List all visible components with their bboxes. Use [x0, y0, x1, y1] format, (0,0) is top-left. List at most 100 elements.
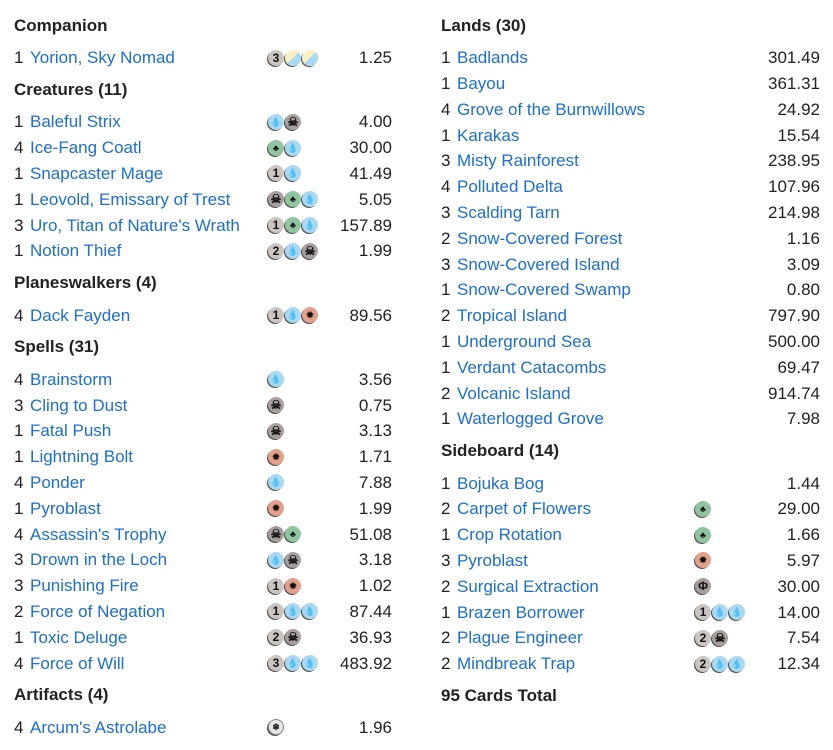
section-heading: Sideboard (14) [441, 441, 560, 461]
blue-mana-icon: 💧 [712, 604, 728, 621]
card-quantity: 2 [441, 306, 451, 326]
card-name-link[interactable]: Leovold, Emissary of Trest [30, 189, 231, 209]
card-price: 41.49 [349, 163, 392, 183]
card-name-link[interactable]: Pyroblast [30, 498, 101, 518]
green-mana-icon: ♣ [695, 500, 711, 517]
card-row: 3 Punishing Fire 1 ✹ 1.02 [14, 573, 392, 599]
mana-cost: 💧 [268, 371, 284, 388]
card-row: 1 Yorion, Sky Nomad 3 1.25 [14, 45, 392, 71]
card-name-link[interactable]: Misty Rainforest [457, 151, 579, 171]
card-quantity: 1 [441, 48, 451, 68]
card-quantity: 4 [14, 369, 24, 389]
mana-cost: 2 💧 💧 [695, 655, 745, 672]
card-price: 30.00 [349, 138, 392, 158]
card-row: 2 Snow-Covered Forest 1.16 [441, 226, 820, 252]
card-name-link[interactable]: Fatal Push [30, 421, 112, 441]
card-quantity: 2 [441, 628, 451, 648]
mana-cost: 3 💧 💧 [268, 655, 318, 671]
card-name-link[interactable]: Brazen Borrower [457, 602, 585, 622]
card-name-link[interactable]: Volcanic Island [457, 383, 571, 403]
card-row: 4 Ponder 💧 7.88 [14, 470, 392, 496]
card-name-link[interactable]: Underground Sea [457, 331, 592, 351]
card-name-link[interactable]: Snow-Covered Island [457, 254, 620, 274]
card-row: 3 Snow-Covered Island 3.09 [441, 252, 820, 278]
card-row: 3 Cling to Dust ☠ 0.75 [14, 393, 392, 419]
card-name-link[interactable]: Force of Negation [30, 601, 166, 621]
card-name-link[interactable]: Arcum's Astrolabe [30, 717, 167, 737]
card-name-link[interactable]: Toxic Deluge [30, 627, 128, 647]
card-price: 69.47 [777, 357, 820, 377]
card-name-link[interactable]: Scalding Tarn [457, 202, 560, 222]
card-name-link[interactable]: Mindbreak Trap [457, 654, 576, 674]
card-name-link[interactable]: Tropical Island [457, 306, 567, 326]
card-row: 3 Pyroblast ✹ 5.97 [441, 548, 820, 574]
card-name-link[interactable]: Snow-Covered Forest [457, 228, 623, 248]
card-name-link[interactable]: Pyroblast [457, 550, 528, 570]
card-price: 7.98 [786, 409, 820, 429]
card-quantity: 1 [14, 241, 24, 261]
card-quantity: 4 [14, 305, 24, 325]
card-row: 1 Snapcaster Mage 1 💧 41.49 [14, 161, 392, 187]
red-mana-icon: ✹ [285, 577, 301, 594]
card-quantity: 1 [14, 498, 24, 518]
card-price: 15.54 [777, 125, 820, 145]
card-name-link[interactable]: Crop Rotation [457, 525, 562, 545]
card-name-link[interactable]: Punishing Fire [30, 576, 139, 596]
card-price: 1.66 [786, 525, 820, 545]
left-column: Companion 1 Yorion, Sky Nomad 3 1.25 Creature… [14, 7, 392, 741]
mana-cost: 1 💧 💧 [695, 604, 745, 621]
mana-cost: 2 💧 ☠ [268, 242, 318, 259]
mana-cost: ♣ [695, 526, 711, 543]
card-name-link[interactable]: Uro, Titan of Nature's Wrath [30, 215, 240, 235]
card-name-link[interactable]: Polluted Delta [457, 177, 563, 197]
card-row: 3 Drown in the Loch 💧 ☠ 3.18 [14, 547, 392, 573]
card-name-link[interactable]: Carpet of Flowers [457, 499, 592, 519]
card-name-link[interactable]: Verdant Catacombs [457, 357, 607, 377]
card-name-link[interactable]: Bayou [457, 73, 506, 93]
card-name-link[interactable]: Assassin's Trophy [30, 524, 167, 544]
black-mana-icon: ☠ [285, 629, 301, 646]
card-name-link[interactable]: Brainstorm [30, 369, 113, 389]
card-name-link[interactable]: Notion Thief [30, 241, 122, 261]
generic-mana-icon: 2 [695, 629, 711, 646]
card-name-link[interactable]: Ice-Fang Coatl [30, 138, 142, 158]
card-name-link[interactable]: Lightning Bolt [30, 447, 134, 467]
card-name-link[interactable]: Force of Will [30, 653, 125, 673]
card-row: 2 Volcanic Island 914.74 [441, 381, 820, 407]
card-row: 1 Bojuka Bog 1.44 [441, 471, 820, 497]
black-mana-icon: ☠ [285, 551, 301, 568]
card-name-link[interactable]: Ponder [30, 472, 85, 492]
card-price: 36.93 [349, 627, 392, 647]
card-row: 1 Underground Sea 500.00 [441, 329, 820, 355]
card-price: 87.44 [349, 601, 392, 621]
card-price: 301.49 [768, 48, 820, 68]
red-mana-icon: ✹ [268, 500, 284, 517]
card-name-link[interactable]: Snow-Covered Swamp [457, 280, 631, 300]
card-quantity: 2 [441, 383, 451, 403]
card-price: 483.92 [340, 653, 392, 673]
card-name-link[interactable]: Surgical Extraction [457, 576, 599, 596]
card-name-link[interactable]: Dack Fayden [30, 305, 131, 325]
card-name-link[interactable]: Karakas [457, 125, 520, 145]
card-name-link[interactable]: Drown in the Loch [30, 550, 168, 570]
card-name-link[interactable]: Bojuka Bog [457, 473, 544, 493]
blue-mana-icon: 💧 [285, 307, 301, 324]
card-name-link[interactable]: Badlands [457, 48, 528, 68]
card-name-link[interactable]: Plague Engineer [457, 628, 583, 648]
card-row: 1 Verdant Catacombs 69.47 [441, 355, 820, 381]
blue-mana-icon: 💧 [268, 113, 284, 130]
card-name-link[interactable]: Yorion, Sky Nomad [30, 48, 175, 68]
blue-mana-icon: 💧 [729, 655, 745, 672]
card-row: 3 Misty Rainforest 238.95 [441, 148, 820, 174]
card-name-link[interactable]: Cling to Dust [30, 395, 128, 415]
generic-mana-icon: 1 [695, 604, 711, 621]
card-name-link[interactable]: Grove of the Burnwillows [457, 99, 646, 119]
mana-cost: 1 ✹ [268, 577, 301, 594]
card-row: 2 Surgical Extraction Φ 30.00 [441, 574, 820, 600]
card-quantity: 1 [441, 602, 451, 622]
card-quantity: 1 [441, 525, 451, 545]
card-name-link[interactable]: Waterlogged Grove [457, 409, 604, 429]
card-price: 1.71 [358, 447, 392, 467]
card-name-link[interactable]: Baleful Strix [30, 112, 121, 132]
card-name-link[interactable]: Snapcaster Mage [30, 163, 164, 183]
